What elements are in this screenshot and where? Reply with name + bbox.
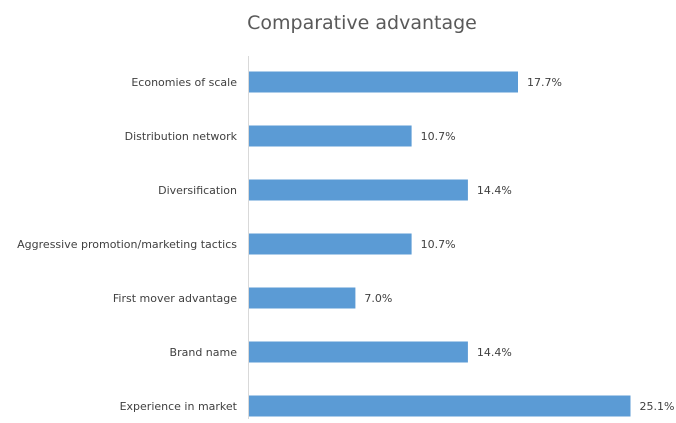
bar <box>249 287 356 309</box>
data-label: 17.7% <box>527 76 562 89</box>
bar <box>249 125 412 147</box>
bar <box>249 71 518 93</box>
bar <box>249 395 631 417</box>
category-label: Diversification <box>158 184 237 197</box>
data-label: 10.7% <box>421 130 456 143</box>
category-label: Brand name <box>170 346 238 359</box>
category-label: Aggressive promotion/marketing tactics <box>17 238 237 251</box>
data-label: 14.4% <box>477 184 512 197</box>
data-label: 14.4% <box>477 346 512 359</box>
category-label: Economies of scale <box>131 76 237 89</box>
category-label: First mover advantage <box>113 292 237 305</box>
bar <box>249 179 468 201</box>
category-label: Experience in market <box>120 400 238 413</box>
bar <box>249 233 412 255</box>
data-label: 7.0% <box>364 292 392 305</box>
bars-group: Economies of scale 17.7% Distribution netw… <box>17 71 675 417</box>
data-label: 25.1% <box>640 400 675 413</box>
data-label: 10.7% <box>421 238 456 251</box>
bar <box>249 341 468 363</box>
category-label: Distribution network <box>125 130 238 143</box>
chart-title: Comparative advantage <box>247 12 477 34</box>
